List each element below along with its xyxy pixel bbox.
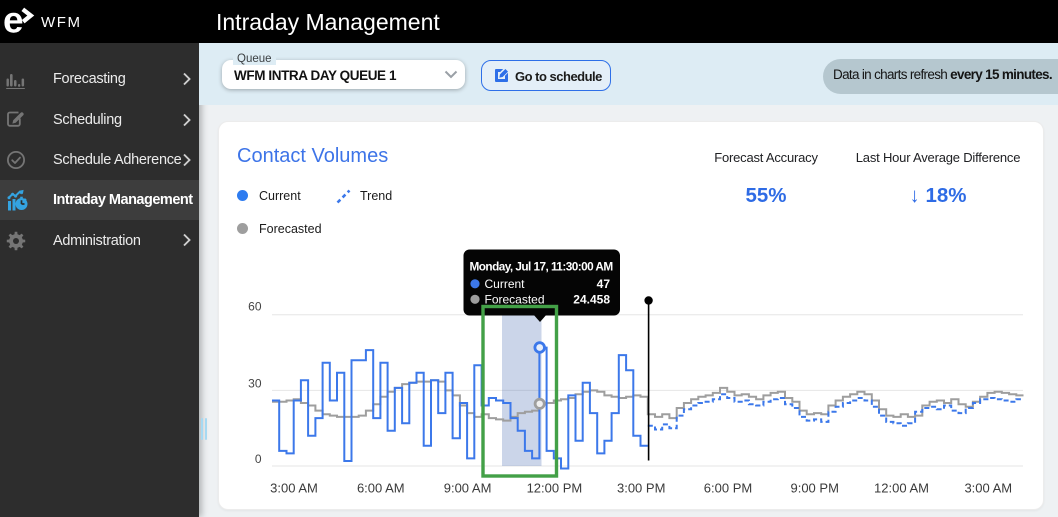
svg-text:e: e (3, 0, 24, 36)
